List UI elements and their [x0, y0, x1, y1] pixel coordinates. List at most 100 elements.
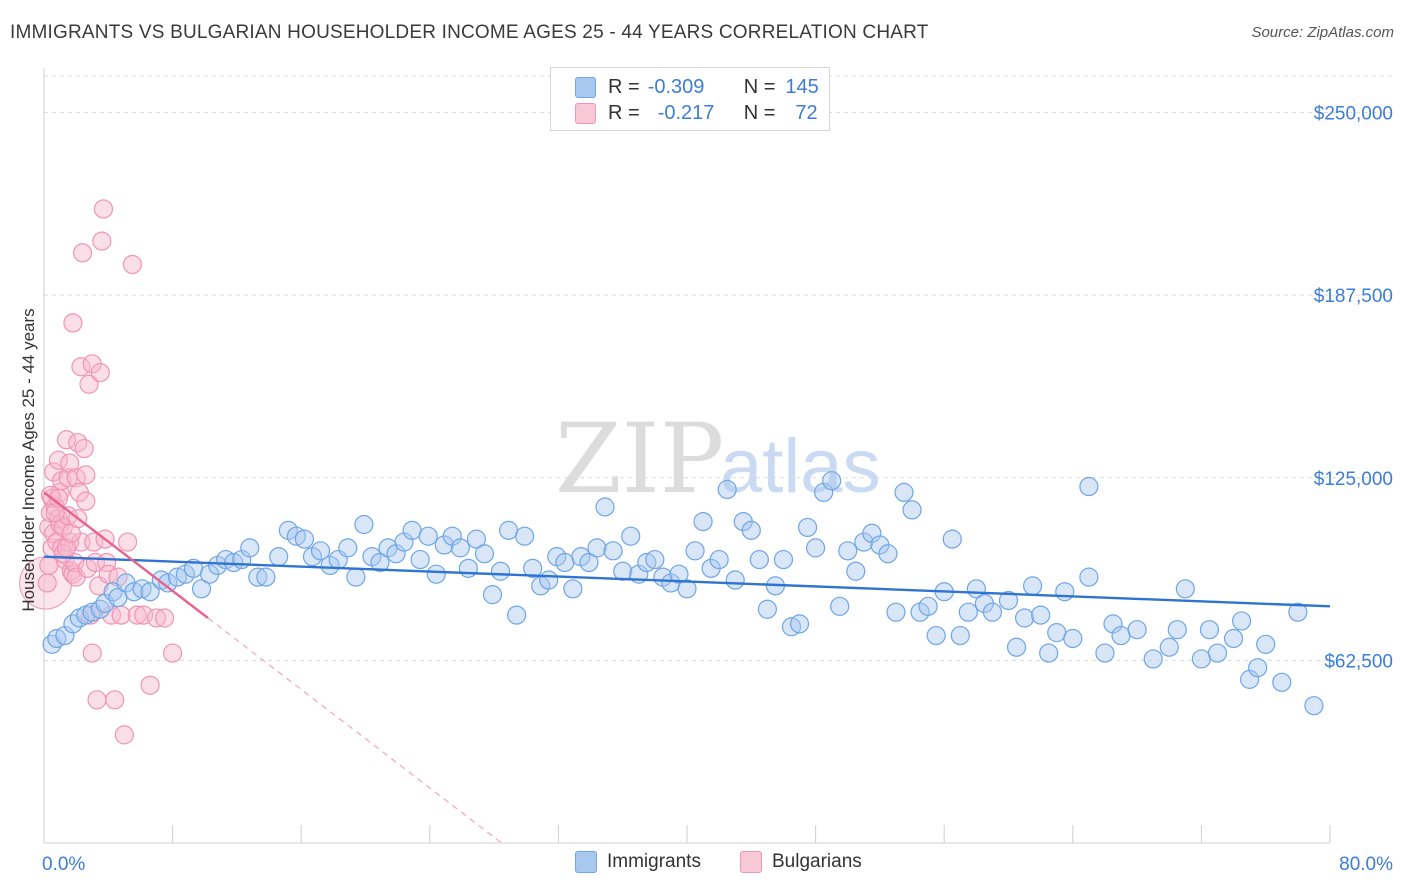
bulgarians-point [87, 690, 107, 710]
trend-lines [43, 491, 1331, 844]
immigrants-point [846, 561, 866, 581]
immigrants-point [1199, 620, 1220, 640]
immigrants-point [240, 538, 260, 558]
immigrants-swatch [575, 76, 596, 98]
immigrants-point [1063, 628, 1083, 649]
legend-row-bulgarians: R = -0.217 N = 72 [575, 100, 818, 126]
bulgarians-swatch [575, 102, 596, 124]
bulgarians-point [48, 450, 69, 470]
watermark-atlas: atlas [720, 424, 881, 509]
bulgarians-point [105, 690, 125, 710]
immigrants-point [805, 538, 826, 558]
immigrants-point [1304, 696, 1324, 716]
legend-item-bulgarians[interactable]: Bulgarians [740, 851, 862, 873]
chart-title: IMMIGRANTS VS BULGARIAN HOUSEHOLDER INCO… [10, 22, 929, 43]
immigrants-point [749, 549, 769, 570]
immigrants-point [797, 517, 818, 538]
bulgarians-point [146, 608, 167, 628]
immigrants-point [958, 602, 978, 622]
immigrants-point [613, 561, 633, 581]
n-value: 72 [795, 101, 818, 124]
y-tick-label: $62,500 [1324, 651, 1393, 672]
immigrants-point [338, 538, 358, 558]
bulgarians-point [76, 465, 96, 485]
immigrants-point [1248, 658, 1268, 678]
bulgarians-points [19, 199, 183, 745]
immigrants-point [248, 567, 268, 587]
immigrants-trend-line [43, 555, 1331, 608]
immigrants-point [1207, 643, 1228, 663]
immigrants-point [1095, 643, 1115, 663]
immigrants-point [902, 500, 922, 520]
bulgarians-point [79, 374, 99, 394]
legend-row-immigrants: R = -0.309 N = 145 [575, 74, 819, 100]
immigrants-point [1079, 567, 1099, 587]
immigrants-point [158, 573, 178, 593]
immigrants-point [482, 585, 503, 605]
immigrants-point [1175, 579, 1195, 599]
immigrants-point [886, 602, 906, 622]
immigrants-label: Immigrants [607, 851, 701, 872]
immigrants-point [310, 541, 331, 561]
immigrants-point [1111, 625, 1131, 646]
correlation-legend: R = -0.309 N = 145 R = -0.217 N = 72 [550, 67, 830, 131]
immigrants-point [450, 538, 470, 558]
immigrants-point [354, 514, 374, 535]
immigrants-point [1079, 476, 1099, 497]
bulgarians-point [127, 605, 147, 625]
bulgarians-point [45, 503, 65, 523]
y-tick-labels: $62,500 $125,000 $187,500 $250,000 [1314, 104, 1393, 673]
immigrants-points [42, 471, 1324, 716]
immigrants-point [982, 602, 1003, 622]
immigrants-point [539, 570, 559, 590]
bulgarians-point [37, 573, 57, 593]
immigrants-point [490, 561, 511, 581]
immigrants-point [458, 558, 478, 578]
immigrants-point [1047, 623, 1067, 643]
bulgarians-point [163, 643, 183, 663]
bulgarians-label: Bulgarians [772, 851, 862, 872]
immigrants-point [789, 614, 810, 634]
immigrants-point [523, 558, 543, 578]
immigrants-point [555, 552, 575, 573]
axes [43, 68, 1331, 844]
y-tick-label: $125,000 [1314, 469, 1393, 490]
immigrants-point [926, 625, 946, 646]
source-credit: Source: ZipAtlas.com [1251, 24, 1394, 41]
bulgarians-point [90, 362, 110, 383]
immigrants-point [563, 579, 583, 599]
immigrants-point [685, 541, 705, 561]
immigrants-point [950, 625, 970, 646]
r-label: R = [608, 101, 640, 124]
immigrants-point [418, 526, 438, 546]
immigrants-point [998, 590, 1019, 611]
n-value: 145 [785, 75, 819, 98]
immigrants-point [894, 482, 914, 502]
immigrants-point [822, 471, 842, 491]
immigrants-point [1256, 634, 1276, 654]
immigrants-point [1023, 576, 1043, 596]
immigrants-point [709, 549, 729, 570]
immigrants-point [466, 529, 487, 549]
immigrants-point [1006, 637, 1027, 657]
immigrants-point [1167, 620, 1187, 640]
x-tick-label: 0.0% [42, 854, 85, 875]
bulgarians-point [76, 491, 96, 511]
x-tick-labels: 0.0% 80.0% [42, 854, 1393, 875]
legend-item-immigrants[interactable]: Immigrants [575, 851, 701, 873]
bulgarians-point [81, 605, 101, 625]
immigrants-point [410, 549, 430, 570]
bulgarians-point [111, 605, 131, 625]
immigrants-swatch [575, 851, 597, 873]
immigrants-point [269, 547, 289, 567]
x-tick-label: 80.0% [1339, 854, 1393, 875]
watermark: ZIP atlas [555, 403, 881, 515]
immigrants-point [474, 544, 495, 564]
immigrants-point [677, 579, 697, 599]
r-value: -0.309 [647, 75, 705, 98]
bulgarians-point [56, 430, 77, 450]
bulgarians-point [71, 357, 91, 377]
bulgarians-point [92, 231, 112, 251]
immigrants-point [370, 552, 390, 573]
